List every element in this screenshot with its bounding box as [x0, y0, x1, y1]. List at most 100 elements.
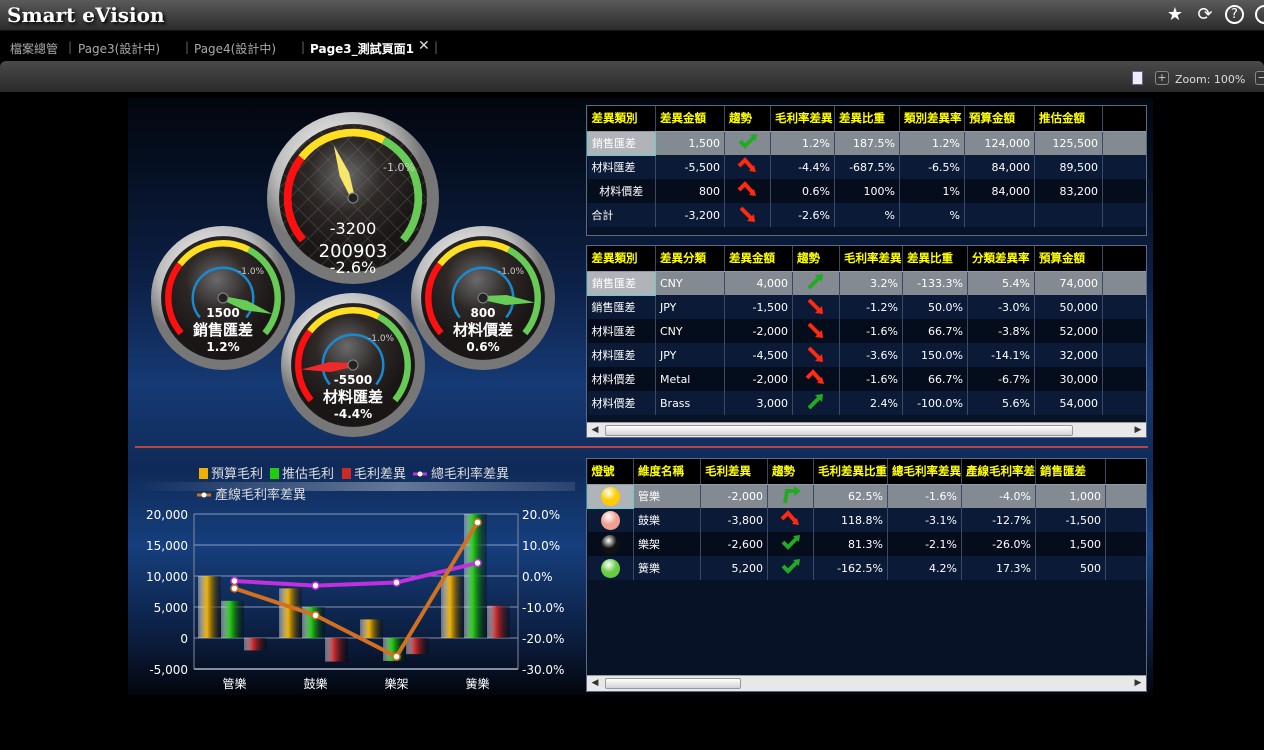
table-cell: 樂架	[633, 532, 701, 556]
table-row[interactable]: 銷售匯差 CNY 4,000 3.2% -133.3% 5.4% 74,000	[587, 270, 1146, 296]
column-header[interactable]: 差異類別	[587, 106, 656, 132]
point-總毛利率差異-鼓樂[interactable]	[311, 581, 320, 590]
column-header[interactable]: 毛利率差異	[770, 106, 835, 132]
gauge-needle	[482, 295, 535, 306]
table-row[interactable]: 材料匯差 CNY -2,000 -1.6% 66.7% -3.8% 52,000	[587, 319, 1146, 343]
column-header[interactable]: 推估金額	[1034, 106, 1103, 132]
table-row[interactable]: 管樂 -2,000 62.5% -1.6% -4.0% 1,000	[587, 483, 1146, 509]
table-cell: 800	[655, 179, 725, 203]
zoom-in-button[interactable]: +	[1155, 71, 1169, 85]
table-cell: -162.5%	[813, 556, 888, 580]
legend-label[interactable]: 推估毛利	[282, 467, 334, 482]
trend-arrow-up-icon	[792, 271, 840, 295]
gauge-label: 材料價差	[453, 321, 513, 339]
close-tab-icon[interactable]: ✕	[418, 38, 430, 54]
variance-detail-grid: 差異類別 差異分類 差異金額 趨勢 毛利率差異 差異比重 分類差異率 預算金額 銷售匯差 CNY 4…	[586, 245, 1147, 438]
column-header[interactable]: 維度名稱	[633, 459, 701, 485]
table-cell: -3.1%	[887, 508, 962, 532]
bar-毛利差異-鼓樂[interactable]	[325, 638, 348, 662]
table-row[interactable]: 樂架 -2,600 81.3% -2.1% -26.0% 1,500	[587, 532, 1146, 556]
legend-label[interactable]: 產線毛利率差異	[215, 487, 306, 503]
column-header[interactable]: 銷售匯差	[1035, 459, 1106, 485]
bar-預算毛利-鼓樂[interactable]	[279, 588, 302, 638]
bar-預算毛利-簧樂[interactable]	[441, 576, 464, 638]
column-header[interactable]: 毛利率差異	[839, 246, 903, 272]
scrollbar-thumb[interactable]	[605, 425, 1073, 436]
column-header[interactable]: 預算金額	[964, 106, 1035, 132]
column-header[interactable]: 毛利差異	[700, 459, 768, 485]
column-header[interactable]: 差異比重	[834, 106, 900, 132]
point-總毛利率差異-簧樂[interactable]	[473, 558, 482, 568]
table-row[interactable]: 簧樂 5,200 -162.5% 4.2% 17.3% 500	[587, 556, 1146, 580]
table-cell: -6.7%	[967, 367, 1035, 391]
point-產線毛利率差異-管樂[interactable]	[230, 584, 239, 593]
trend-hat-down-icon	[792, 367, 840, 391]
tab-page4-design[interactable]: Page4(設計中)	[194, 42, 277, 56]
gauge-panel: -1.0%-3200200903-2.6%-1.0%1500銷售匯差1.2%-1…	[151, 112, 555, 437]
horizontal-scrollbar[interactable]: ◀ ▶	[587, 675, 1146, 691]
table-cell: 83,200	[1034, 179, 1103, 203]
table-row[interactable]: 材料價差 Brass 3,000 2.4% -100.0% 5.6% 54,000	[587, 391, 1146, 415]
bar-推估毛利-管樂[interactable]	[221, 600, 244, 638]
table-cell: 50.0%	[902, 295, 968, 319]
star-icon[interactable]: ★	[1166, 4, 1184, 25]
column-header[interactable]: 趨勢	[767, 459, 814, 485]
column-header[interactable]: 差異分類	[655, 246, 725, 272]
column-header[interactable]: 趨勢	[724, 106, 771, 132]
column-header[interactable]: 燈號	[587, 459, 634, 485]
bar-毛利差異-簧樂[interactable]	[487, 605, 510, 638]
refresh-icon[interactable]: ⟳	[1197, 4, 1213, 25]
line-總毛利率差異[interactable]	[234, 561, 478, 588]
table-row[interactable]: 材料價差 Metal -2,000 -1.6% 66.7% -6.7% 30,000	[587, 367, 1146, 391]
table-row[interactable]: 材料匯差 JPY -4,500 -3.6% 150.0% -14.1% 32,000	[587, 343, 1146, 367]
column-header[interactable]: 分類差異率	[967, 246, 1035, 272]
y2-tick-label: 10.0%	[522, 539, 560, 553]
point-產線毛利率差異-鼓樂[interactable]	[311, 611, 320, 620]
point-產線毛利率差異-樂架[interactable]	[392, 652, 401, 661]
point-總毛利率差異-樂架[interactable]	[392, 578, 401, 587]
table-row[interactable]: 銷售匯差 JPY -1,500 -1.2% 50.0% -3.0% 50,000	[587, 295, 1146, 319]
table-cell: 材料匯差	[587, 343, 656, 367]
column-header[interactable]: 趨勢	[792, 246, 840, 272]
column-header[interactable]: 預算金額	[1034, 246, 1103, 272]
column-header[interactable]: 類別差異率	[899, 106, 965, 132]
column-header[interactable]: 差異類別	[587, 246, 656, 272]
table-row[interactable]: 合計 -3,200 -2.6%%%	[587, 203, 1146, 227]
tab-page3-design[interactable]: Page3(設計中)	[78, 42, 161, 56]
bar-預算毛利-樂架[interactable]	[360, 619, 383, 638]
column-header[interactable]: 總毛利率差異	[887, 459, 962, 485]
horizontal-scrollbar[interactable]: ◀ ▶	[587, 422, 1146, 437]
tab-file-explorer[interactable]: 檔案總管	[10, 42, 59, 56]
column-header[interactable]: 差異金額	[724, 246, 793, 272]
table-row[interactable]: 材料價差 800 0.6% 100% 1% 84,000 83,200	[587, 179, 1146, 203]
column-header[interactable]: 產線毛利率差異	[961, 459, 1036, 485]
variance-category-grid: 差異類別 差異金額 趨勢 毛利率差異 差異比重 類別差異率 預算金額 推估金額 銷售匯差 1,50…	[586, 105, 1147, 236]
page-icon[interactable]	[1132, 71, 1143, 85]
tab-page3-test[interactable]: Page3_測試頁面1	[310, 42, 414, 56]
x-tick-label: 鼓樂	[303, 676, 327, 691]
line-產線毛利率差異[interactable]	[233, 521, 480, 660]
column-header[interactable]: 差異金額	[655, 106, 725, 132]
more-icon[interactable]	[1255, 5, 1264, 24]
help-icon[interactable]: ?	[1225, 5, 1244, 24]
table-row[interactable]: 鼓樂 -3,800 118.8% -3.1% -12.7% -1,500	[587, 508, 1146, 532]
table-row[interactable]: 材料匯差 -5,500 -4.4% -687.5% -6.5% 84,000 89,500	[587, 155, 1146, 179]
trend-check-up-icon	[767, 556, 814, 580]
bar-毛利差異-樂架[interactable]	[406, 638, 429, 655]
point-產線毛利率差異-簧樂[interactable]	[473, 518, 482, 527]
table-row[interactable]: 銷售匯差 1,500 1.2% 187.5% 1.2% 124,000 125,500	[587, 130, 1146, 156]
legend-label[interactable]: 預算毛利	[211, 467, 263, 482]
bar-毛利差異-管樂[interactable]	[244, 638, 267, 651]
scrollbar-thumb[interactable]	[605, 678, 741, 689]
legend-swatch	[270, 468, 279, 479]
legend-label[interactable]: 總毛利率差異	[431, 466, 509, 482]
bar-預算毛利-管樂[interactable]	[198, 576, 221, 638]
column-header[interactable]: 差異比重	[902, 246, 968, 272]
bar-推估毛利-簧樂[interactable]	[464, 514, 487, 638]
legend-label[interactable]: 毛利差異	[354, 467, 406, 482]
zoom-out-button[interactable]: −	[1255, 71, 1264, 85]
app-title: Smart eVision	[7, 3, 165, 27]
gross-profit-chart: 20,000 20.0% 15,000 10.0% 10,000 0.0% 5,000 -10…	[135, 466, 575, 691]
point-總毛利率差異-管樂[interactable]	[230, 576, 239, 586]
column-header[interactable]: 毛利差異比重	[813, 459, 888, 485]
